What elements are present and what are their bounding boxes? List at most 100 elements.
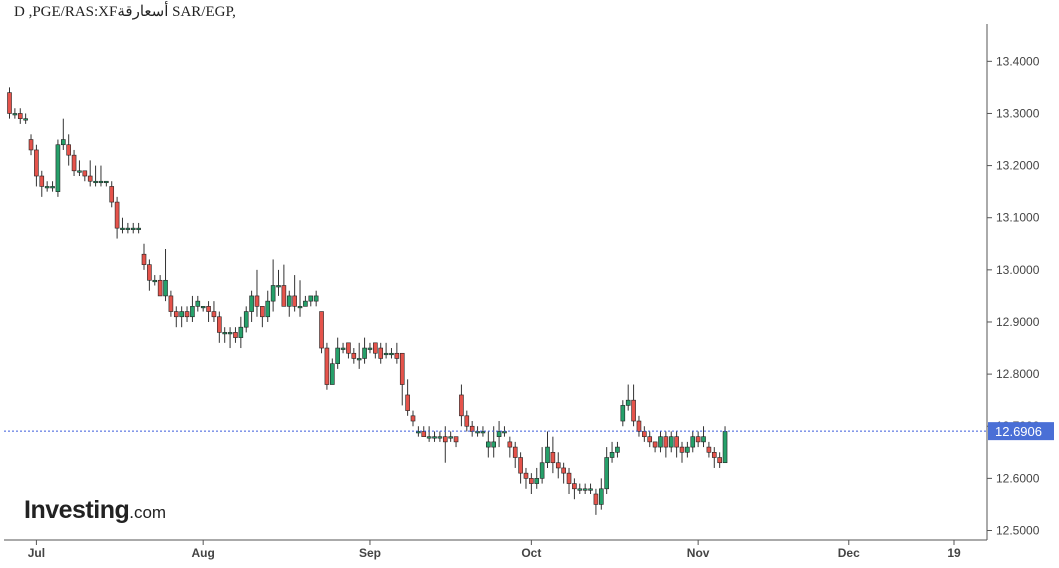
candle[interactable] [604,447,609,495]
candle[interactable] [464,410,470,432]
candle[interactable] [136,222,141,234]
candle[interactable] [706,441,712,458]
candle[interactable] [701,426,706,448]
candle[interactable] [319,311,324,354]
candle[interactable] [335,337,340,369]
candle[interactable] [222,327,227,343]
candle[interactable] [157,275,163,297]
candle[interactable] [636,415,642,437]
candle[interactable] [356,342,362,369]
candle[interactable] [168,290,174,317]
candle[interactable] [593,488,599,515]
candle[interactable] [297,280,303,317]
candle[interactable] [50,181,55,192]
candle[interactable] [582,483,588,495]
candle[interactable] [652,441,658,453]
candle[interactable] [362,337,367,364]
candle[interactable] [104,180,109,187]
candle[interactable] [265,290,271,322]
candle[interactable] [625,384,631,411]
candle[interactable] [555,452,561,479]
candle[interactable] [17,108,23,124]
candle[interactable] [12,108,18,119]
candle[interactable] [147,259,152,291]
candle[interactable] [642,426,647,442]
candle[interactable] [674,431,679,458]
candle[interactable] [66,134,71,166]
candle[interactable] [577,483,583,495]
candle[interactable] [292,275,297,312]
candle[interactable] [609,441,615,463]
candle[interactable] [598,478,604,510]
candle[interactable] [523,467,529,489]
candle[interactable] [34,144,39,187]
candle[interactable] [254,269,260,317]
candle[interactable] [329,358,335,385]
candle[interactable] [432,431,437,442]
candles-layer[interactable] [7,87,728,515]
candle[interactable] [281,264,287,307]
candle[interactable] [469,421,475,437]
candle[interactable] [631,384,636,427]
candle[interactable] [173,306,179,328]
candle[interactable] [195,295,201,312]
candle[interactable] [389,348,394,359]
candle[interactable] [28,134,34,156]
candle[interactable] [346,342,351,359]
candle[interactable] [367,342,373,354]
candle[interactable] [416,426,421,437]
candle[interactable] [114,196,120,239]
candle[interactable] [383,342,389,359]
candle[interactable] [163,248,168,302]
candle[interactable] [426,426,432,442]
candle[interactable] [647,431,653,448]
candle[interactable] [286,290,292,317]
candle[interactable] [227,327,233,349]
candle[interactable] [507,436,513,458]
candle[interactable] [486,431,491,458]
candle[interactable] [668,431,674,453]
candle[interactable] [120,217,125,234]
candle[interactable] [566,467,572,495]
candle[interactable] [340,342,346,354]
candle[interactable] [539,447,545,484]
candle[interactable] [663,431,669,458]
candle[interactable] [518,452,523,484]
candle[interactable] [39,170,45,197]
candle[interactable] [125,222,131,234]
candle[interactable] [260,306,265,328]
candle[interactable] [141,243,147,270]
candle[interactable] [179,306,184,328]
candle[interactable] [87,160,93,187]
candle[interactable] [722,426,728,464]
candle[interactable] [512,441,518,468]
candle[interactable] [130,222,136,234]
candle[interactable] [233,327,238,343]
candle[interactable] [453,436,459,448]
candle[interactable] [77,160,82,177]
candle[interactable] [217,311,222,343]
candle[interactable] [405,379,410,416]
candle[interactable] [561,462,566,484]
candle[interactable] [459,384,464,427]
candle[interactable] [421,426,427,437]
candle[interactable] [184,306,190,322]
candle[interactable] [152,275,158,286]
candle[interactable] [711,447,717,468]
candle[interactable] [480,426,486,437]
candle[interactable] [399,352,405,406]
candle[interactable] [93,165,98,187]
candle[interactable] [437,431,443,442]
candle[interactable] [200,306,206,312]
candle[interactable] [685,441,690,458]
candle[interactable] [373,342,378,359]
candle[interactable] [448,431,453,442]
candle[interactable] [7,87,12,119]
candle[interactable] [206,301,211,322]
candle[interactable] [351,348,357,364]
candle[interactable] [243,306,249,333]
candle[interactable] [529,473,534,495]
candle[interactable] [620,400,626,427]
candle[interactable] [71,149,77,177]
